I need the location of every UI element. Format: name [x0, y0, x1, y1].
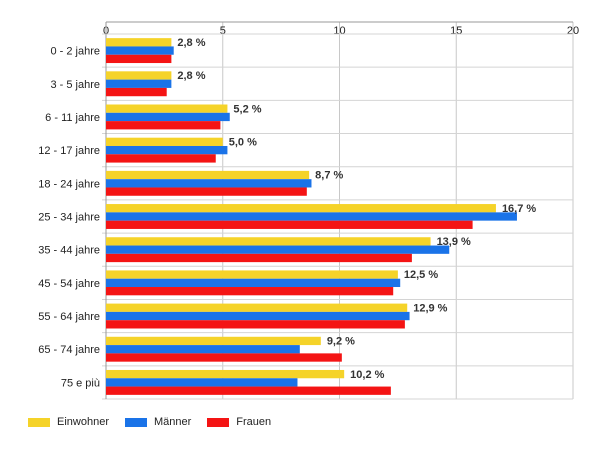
data-label: 12,5 % [404, 269, 438, 281]
bar-frauen [106, 353, 342, 362]
legend-label-einwohner: Einwohner [57, 416, 109, 428]
x-tick-label: 15 [450, 25, 462, 37]
data-label: 2,8 % [177, 37, 205, 49]
category-label: 75 e più [61, 377, 100, 389]
bar-frauen [106, 154, 216, 163]
x-tick-label: 20 [567, 25, 579, 37]
data-label: 16,7 % [502, 203, 536, 215]
bar-einwohner [106, 270, 398, 279]
bar-frauen [106, 320, 405, 329]
bar-mnner [106, 112, 230, 122]
bar-einwohner [106, 336, 321, 346]
category-label: 12 - 17 jahre [38, 145, 100, 157]
bar-mnner [106, 46, 174, 55]
bar-frauen [106, 386, 391, 395]
legend-item-maenner: Männer [124, 416, 192, 428]
bar-mnner [106, 179, 312, 188]
category-label: 25 - 34 jahre [38, 212, 100, 224]
legend-item-frauen: Frauen [207, 416, 271, 428]
bar-frauen [106, 54, 172, 64]
bar-einwohner [106, 369, 345, 379]
bar-einwohner [106, 303, 408, 312]
bar-mnner [106, 245, 450, 254]
bar-einwohner [106, 104, 228, 113]
data-label: 9,2 % [327, 336, 355, 348]
category-label: 18 - 24 jahre [38, 178, 100, 190]
legend: Einwohner Männer Frauen [28, 416, 287, 428]
bar-frauen [106, 287, 394, 296]
bar-frauen [106, 187, 307, 196]
bar-mnner [106, 378, 298, 387]
x-tick-label: 5 [220, 25, 226, 37]
data-label: 2,8 % [177, 70, 205, 82]
legend-label-maenner: Männer [153, 416, 192, 428]
category-label: 6 - 11 jahre [45, 112, 100, 124]
legend-swatch-frauen [207, 417, 230, 427]
bar-einwohner [106, 71, 172, 80]
bar-einwohner [106, 170, 310, 180]
bar-einwohner [106, 204, 496, 213]
bar-frauen [106, 220, 473, 229]
legend-swatch-einwohner [28, 417, 50, 427]
x-tick-label: 10 [333, 25, 345, 37]
category-label: 3 - 5 jahre [50, 79, 100, 91]
bar-mnner [106, 345, 300, 354]
category-label: 55 - 64 jahre [38, 311, 100, 323]
category-label: 45 - 54 jahre [38, 278, 100, 290]
category-label: 35 - 44 jahre [38, 245, 100, 257]
legend-label-frauen: Frauen [236, 416, 272, 428]
data-label: 10,2 % [350, 369, 384, 381]
bar-mnner [106, 311, 410, 321]
category-label: 0 - 2 jahre [50, 46, 100, 58]
bar-einwohner [106, 237, 431, 246]
legend-item-einwohner: Einwohner [28, 416, 109, 428]
bar-mnner [106, 145, 228, 155]
bar-frauen [106, 121, 221, 130]
data-label: 8,7 % [315, 170, 343, 182]
data-label: 5,0 % [229, 136, 257, 148]
bar-mnner [106, 79, 172, 88]
data-label: 5,2 % [233, 103, 261, 115]
bar-frauen [106, 87, 167, 97]
bar-frauen [106, 253, 412, 263]
bar-einwohner [106, 137, 223, 146]
legend-swatch-maenner [124, 417, 147, 427]
bar-mnner [106, 212, 517, 221]
bar-mnner [106, 278, 401, 288]
category-label: 65 - 74 jahre [38, 344, 100, 356]
bar-einwohner [106, 38, 172, 47]
data-label: 13,9 % [437, 236, 471, 248]
data-label: 12,9 % [413, 302, 447, 314]
